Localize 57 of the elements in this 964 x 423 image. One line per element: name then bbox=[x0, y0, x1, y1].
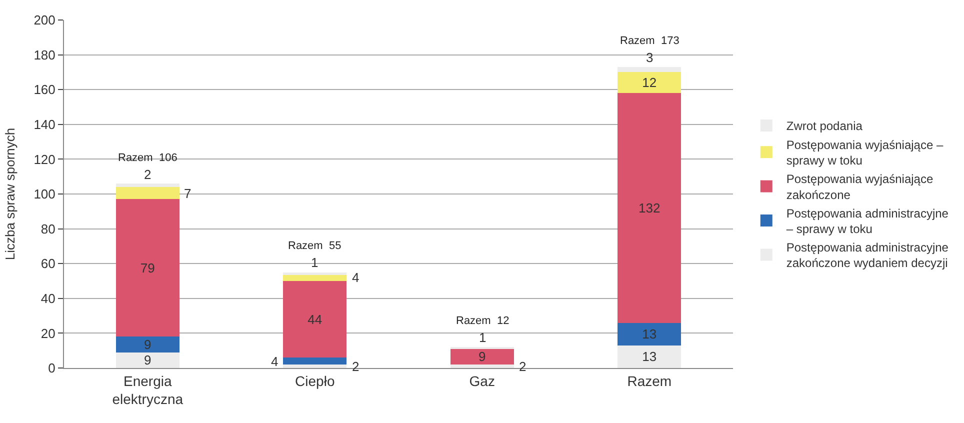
y-tick-label: 40 bbox=[40, 290, 56, 306]
y-axis-title: Liczba spraw spornych bbox=[2, 128, 18, 260]
y-tick-label: 20 bbox=[40, 326, 56, 341]
y-tick-label: 60 bbox=[40, 256, 56, 272]
bar bbox=[450, 364, 514, 368]
data-label: 132 bbox=[638, 200, 660, 216]
data-label: 12 bbox=[642, 75, 657, 90]
total-label: Razem 12 bbox=[456, 315, 510, 327]
total-label: Razem 106 bbox=[118, 152, 178, 164]
data-label: 79 bbox=[140, 260, 155, 276]
y-tick-label: 160 bbox=[34, 82, 56, 98]
y-tick-label: 200 bbox=[34, 12, 56, 28]
legend-label: Postępowania administracyjne – sprawy w toku bbox=[786, 206, 949, 236]
bar bbox=[283, 364, 347, 368]
total-label: Razem 55 bbox=[288, 240, 342, 252]
bar bbox=[283, 272, 347, 275]
x-tick-label: Ciepło bbox=[295, 372, 335, 389]
data-label: 9 bbox=[478, 349, 486, 364]
y-tick-label: 180 bbox=[34, 47, 56, 62]
bar bbox=[618, 72, 682, 94]
bar bbox=[116, 184, 180, 188]
bar bbox=[283, 358, 347, 365]
data-label: 1 bbox=[311, 255, 318, 270]
data-label: 1 bbox=[479, 330, 486, 345]
data-label: 9 bbox=[144, 337, 152, 352]
bar bbox=[116, 187, 180, 200]
y-tick-label: 120 bbox=[34, 152, 56, 167]
bar bbox=[116, 352, 180, 368]
data-label: 44 bbox=[308, 312, 322, 327]
data-label: 3 bbox=[646, 50, 654, 65]
legend-label: Postępowania wyjaśniające zakończone bbox=[786, 172, 934, 202]
legend-label: Postępowania administracyjne zakończone wydaniem decyzji bbox=[786, 240, 949, 270]
bar bbox=[116, 336, 180, 352]
x-tick-label: Gaz bbox=[469, 372, 495, 389]
bar bbox=[283, 281, 347, 358]
x-tick-label: Energia elektryczna bbox=[112, 372, 184, 407]
y-tick-label: 100 bbox=[34, 186, 56, 202]
data-label: 4 bbox=[271, 354, 278, 369]
bar bbox=[618, 345, 682, 368]
y-tick-label: 0 bbox=[48, 360, 56, 376]
legend-label: Zwrot podania bbox=[786, 119, 863, 134]
data-label: 7 bbox=[184, 186, 192, 201]
bar bbox=[618, 66, 682, 72]
bar bbox=[618, 322, 682, 346]
x-tick-label: Razem bbox=[627, 372, 672, 389]
data-label: 9 bbox=[144, 352, 152, 368]
data-label: 4 bbox=[352, 270, 360, 285]
legend-label: Postępowania wyjaśniające – sprawy w toku bbox=[786, 138, 944, 168]
data-label: 13 bbox=[642, 326, 657, 342]
total-label: Razem 173 bbox=[620, 35, 680, 47]
bar bbox=[618, 93, 682, 323]
y-tick-label: 80 bbox=[40, 221, 56, 236]
data-label: 2 bbox=[144, 167, 152, 182]
bar bbox=[116, 199, 180, 337]
bar bbox=[450, 348, 514, 365]
data-label: 13 bbox=[642, 349, 657, 364]
y-tick-label: 140 bbox=[34, 116, 56, 132]
